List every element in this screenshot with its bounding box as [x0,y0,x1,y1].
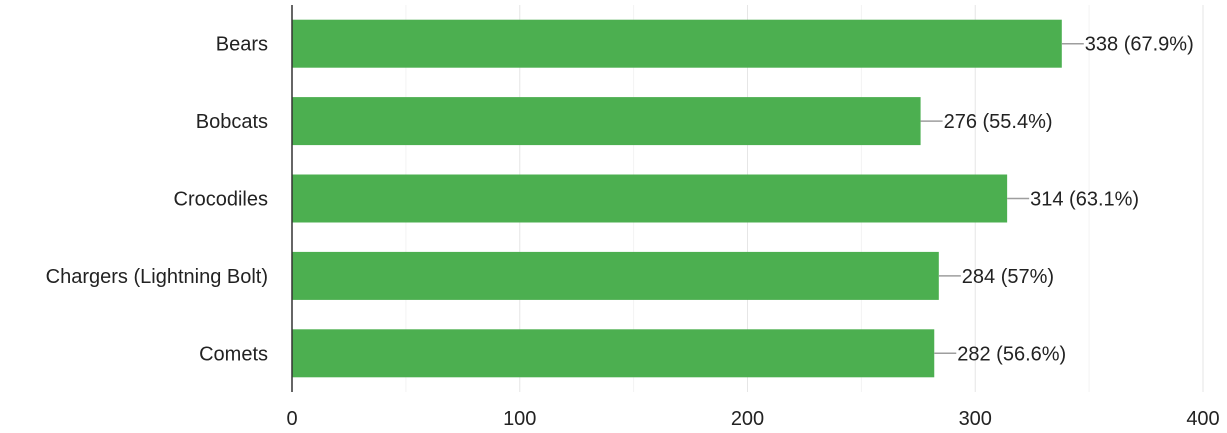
x-tick-label: 0 [286,408,297,430]
category-label: Bobcats [196,111,268,133]
category-labels: Bears Bobcats Crocodiles Chargers (Lightnin… [46,34,268,366]
data-label: 282 (56.6%) [957,343,1066,365]
data-label: 338 (67.9%) [1085,34,1194,56]
bar [292,97,921,146]
bar [292,329,935,378]
x-tick-label: 300 [959,408,992,430]
bar [292,174,1008,223]
x-tick-label: 100 [503,408,536,430]
x-tick-label: 400 [1186,408,1219,430]
data-label: 314 (63.1%) [1030,189,1139,211]
category-label: Comets [199,343,268,365]
data-labels: 338 (67.9%) 276 (55.4%) 314 (63.1%) 284 (57… [920,34,1194,365]
bar [292,251,939,300]
x-axis-ticks: 0 100 200 300 400 [286,408,1219,430]
data-label: 276 (55.4%) [944,111,1053,133]
category-label: Crocodiles [174,189,268,211]
category-label: Chargers (Lightning Bolt) [46,266,268,288]
bars [292,19,1062,378]
x-tick-label: 200 [731,408,764,430]
category-label: Bears [216,34,268,56]
data-label: 284 (57%) [962,266,1054,288]
bar [292,19,1062,68]
